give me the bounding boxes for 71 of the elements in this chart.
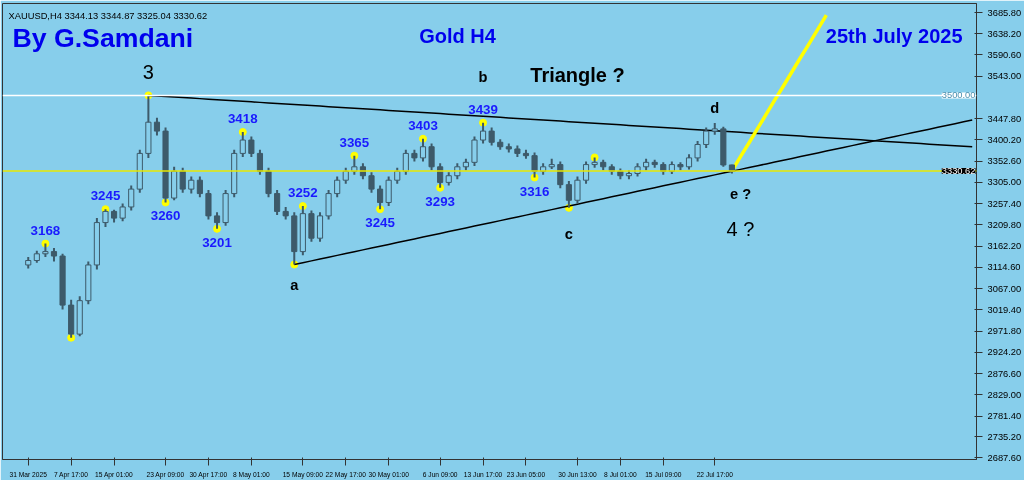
- annotation: c: [564, 225, 573, 242]
- data-label: 3439: [468, 101, 498, 117]
- candlestick: [377, 184, 384, 211]
- candlestick: [368, 171, 375, 194]
- y-tick-label: 3543.00: [987, 71, 1022, 82]
- ref-line-label: 3500.00: [941, 90, 976, 101]
- candlestick: [428, 142, 435, 172]
- candlestick: [128, 184, 135, 212]
- data-label: 3403: [408, 117, 438, 133]
- candlestick: [334, 175, 341, 199]
- y-tick-label: 3257.40: [987, 198, 1022, 209]
- candlestick: [385, 175, 392, 208]
- y-tick-label: 3305.00: [987, 177, 1022, 188]
- candlestick: [179, 166, 186, 194]
- data-label: 3418: [227, 111, 258, 126]
- annotation: d: [710, 99, 720, 116]
- y-tick-label: 2876.60: [987, 368, 1022, 379]
- data-label: 3201: [202, 234, 233, 250]
- annotation: b: [478, 69, 488, 86]
- candlestick: [574, 175, 581, 205]
- y-tick-label: 3209.80: [987, 219, 1022, 230]
- annotation: e ?: [729, 186, 752, 203]
- y-tick-label: 2735.20: [987, 431, 1022, 442]
- y-tick-label: 2829.00: [987, 389, 1022, 400]
- candlestick: [565, 180, 572, 209]
- ref-line-label: 3330.62: [941, 165, 976, 176]
- candlestick: [419, 137, 427, 163]
- data-label: 3168: [30, 222, 61, 238]
- candlestick: [205, 189, 212, 221]
- y-tick-label: 3067.00: [987, 283, 1022, 294]
- annotation: 25th July 2025: [825, 24, 963, 47]
- data-label: 3316: [519, 183, 550, 199]
- annotation: a: [290, 277, 300, 294]
- annotation: By G.Samdani: [12, 22, 194, 53]
- y-tick-label: 3114.60: [987, 262, 1021, 273]
- candlestick: [694, 139, 701, 163]
- candlestick: [703, 126, 710, 150]
- annotation: Triangle ?: [530, 63, 625, 86]
- annotation: 4 ?: [726, 218, 755, 241]
- y-tick-label: 3685.80: [987, 7, 1022, 18]
- y-tick-label: 3019.40: [987, 304, 1022, 315]
- data-label: 3365: [339, 134, 370, 150]
- candlestick: [274, 189, 281, 216]
- y-tick-label: 2971.80: [987, 326, 1022, 337]
- y-tick-label: 3162.20: [987, 241, 1022, 252]
- annotation: XAUUSD,H4 3344.13 3344.87 3325.04 3330.62: [8, 10, 208, 21]
- candlestick: [531, 151, 538, 179]
- candlestick: [196, 175, 203, 199]
- candlestick: [248, 135, 255, 158]
- candlestick: [557, 160, 564, 190]
- candlestick: [265, 166, 272, 199]
- data-label: 3245: [365, 215, 396, 231]
- candlestick: [479, 121, 487, 145]
- y-tick-label: 2687.60: [987, 452, 1022, 463]
- y-tick-label: 2924.20: [987, 347, 1022, 358]
- candlestick: [316, 211, 324, 243]
- y-tick-label: 3590.60: [987, 49, 1022, 60]
- candlestick: [325, 189, 332, 221]
- candlestick: [471, 135, 478, 167]
- candlestick: [239, 131, 246, 158]
- text: Gold H4: [419, 24, 497, 47]
- y-tick-label: 2781.40: [987, 411, 1022, 422]
- y-tick-label: 3352.60: [987, 156, 1022, 167]
- y-tick-label: 3400.20: [987, 134, 1022, 145]
- data-label: 3245: [90, 188, 121, 204]
- annotation: 3: [142, 61, 154, 84]
- y-tick-label: 3447.80: [987, 113, 1022, 124]
- data-label: 3260: [150, 208, 181, 224]
- data-label: 3252: [288, 185, 318, 201]
- y-tick-label: 3638.20: [987, 28, 1022, 39]
- data-label: 3293: [425, 193, 455, 209]
